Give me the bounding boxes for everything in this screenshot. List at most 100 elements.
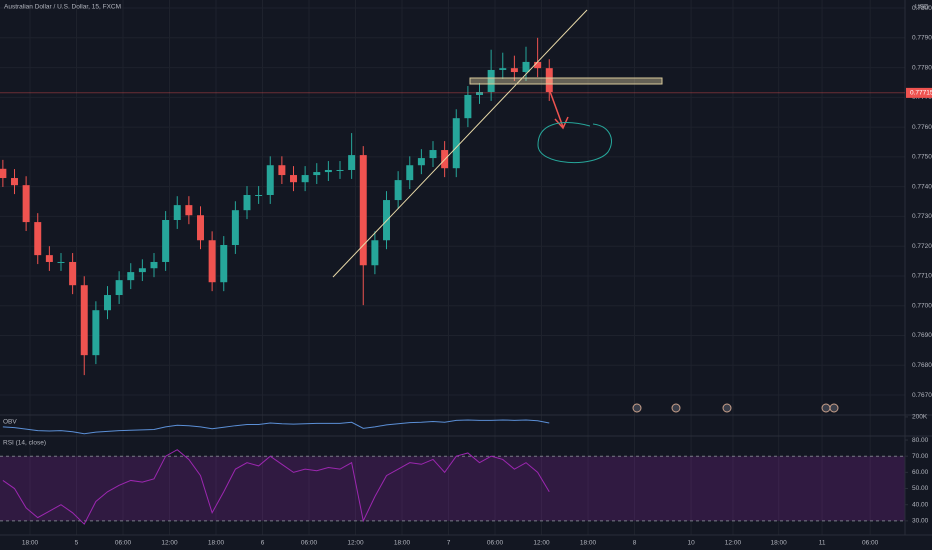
candle-body bbox=[243, 194, 251, 211]
candle-body bbox=[371, 240, 379, 266]
candle-body bbox=[290, 175, 297, 183]
candle-body bbox=[162, 220, 170, 262]
candle-body bbox=[115, 280, 123, 296]
x-tick-label: 18:00 bbox=[22, 540, 39, 547]
x-tick-label: 5 bbox=[75, 540, 79, 547]
candle-body bbox=[150, 261, 158, 269]
rsi-line bbox=[2, 449, 550, 525]
x-tick-label: 18:00 bbox=[208, 540, 225, 547]
candle-body bbox=[138, 268, 146, 273]
candle-body bbox=[417, 158, 425, 166]
event-icon[interactable] bbox=[671, 403, 681, 413]
candle-body bbox=[69, 261, 77, 286]
x-tick-label: 8 bbox=[633, 540, 637, 547]
currency: USD bbox=[915, 4, 929, 11]
x-tick-label: 12:00 bbox=[725, 540, 742, 547]
candle-body bbox=[173, 205, 181, 221]
candle-body bbox=[0, 168, 7, 179]
grid bbox=[0, 0, 908, 535]
x-tick-label: 06:00 bbox=[301, 540, 318, 547]
candle-body bbox=[499, 68, 507, 70]
candle-body bbox=[255, 194, 263, 196]
candle-body bbox=[522, 61, 530, 73]
rsi-tick-label: 50.00 bbox=[912, 485, 929, 492]
candle-body bbox=[11, 178, 18, 186]
last-price-label: 0.77715 bbox=[910, 90, 932, 97]
event-icon[interactable] bbox=[722, 403, 732, 413]
x-tick-label: 06:00 bbox=[115, 540, 132, 547]
candle-body bbox=[359, 155, 367, 266]
x-tick-label: 12:00 bbox=[533, 540, 550, 547]
event-icon[interactable] bbox=[829, 403, 839, 413]
candle-body bbox=[487, 69, 495, 92]
rsi-tick-label: 80.00 bbox=[912, 437, 929, 444]
candle-body bbox=[324, 169, 332, 173]
candle-body bbox=[336, 169, 344, 171]
x-tick-label: 18:00 bbox=[771, 540, 788, 547]
arrow-head bbox=[554, 116, 569, 130]
candle-body bbox=[266, 165, 274, 195]
candle-body bbox=[34, 222, 42, 256]
x-tick-label: 06:00 bbox=[487, 540, 504, 547]
rsi-tick-label: 70.00 bbox=[912, 453, 929, 460]
candle-body bbox=[231, 210, 239, 246]
trend-line bbox=[332, 9, 588, 278]
candle-body bbox=[429, 150, 437, 159]
candle-body bbox=[22, 185, 30, 223]
rsi-band bbox=[0, 456, 905, 521]
candle-body bbox=[348, 155, 356, 170]
axes: 18:00 5 06:00 12:00 18:00 6 06:00 12:00 18:00 7 06… bbox=[22, 5, 932, 547]
arrow bbox=[547, 85, 564, 128]
candle-body bbox=[510, 68, 518, 73]
rsi-tick-label: 40.00 bbox=[912, 501, 929, 508]
candle-body bbox=[464, 94, 472, 119]
candle-body bbox=[394, 180, 402, 201]
candle-body bbox=[313, 172, 321, 176]
x-tick-label: 12:00 bbox=[161, 540, 178, 547]
candle-body bbox=[476, 91, 483, 95]
candle-body bbox=[406, 165, 414, 181]
candle-body bbox=[452, 118, 460, 169]
event-icon[interactable] bbox=[821, 403, 831, 413]
chart-title: Australian Dollar / U.S. Dollar, 15, FXC… bbox=[4, 4, 121, 11]
x-tick-label: 6 bbox=[261, 540, 265, 547]
candle-body bbox=[545, 68, 553, 92]
candle-body bbox=[197, 215, 204, 241]
candle-body bbox=[278, 165, 286, 176]
target-ellipse bbox=[537, 122, 612, 163]
obv-tick-label: 200K bbox=[912, 414, 928, 421]
candle-body bbox=[92, 310, 100, 356]
obv-title: OBV bbox=[3, 419, 17, 426]
event-icons bbox=[632, 403, 839, 413]
last-price-tag bbox=[906, 87, 932, 98]
candle-body bbox=[301, 175, 309, 183]
rsi-tick-label: 60.00 bbox=[912, 469, 929, 476]
candle-body bbox=[45, 255, 53, 262]
candle-body bbox=[220, 245, 228, 283]
rsi-title: RSI (14, close) bbox=[3, 440, 46, 447]
y-tick-label: 0.78000 bbox=[912, 5, 932, 12]
candle-body bbox=[127, 272, 135, 281]
x-tick-label: 11 bbox=[819, 540, 826, 547]
x-tick-label: 06:00 bbox=[862, 540, 879, 547]
candle-body bbox=[208, 240, 216, 283]
event-icon[interactable] bbox=[632, 403, 642, 413]
x-tick-label: 10 bbox=[687, 540, 695, 547]
obv-line bbox=[2, 419, 550, 435]
x-tick-label: 18:00 bbox=[580, 540, 597, 547]
candle-body bbox=[57, 261, 65, 263]
candle-body bbox=[185, 205, 193, 216]
